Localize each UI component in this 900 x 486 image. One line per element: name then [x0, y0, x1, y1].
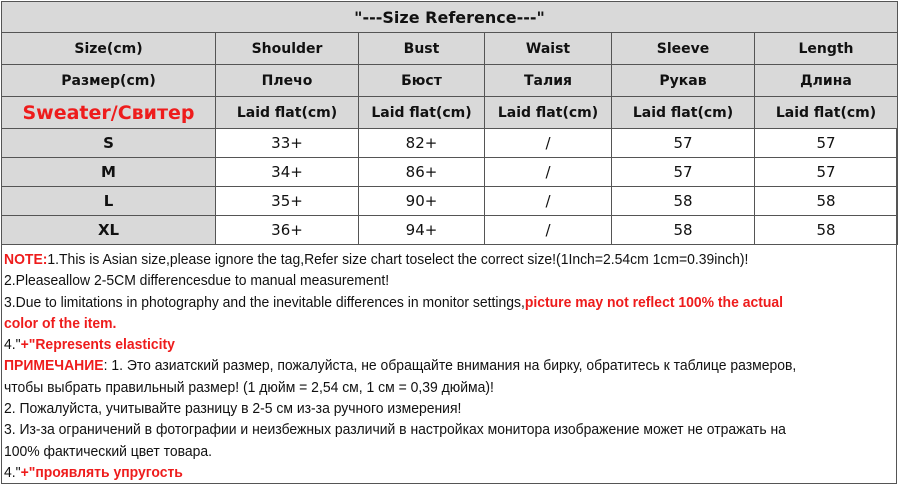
table-row: S 33+ 82+ / 57 57 — [1, 128, 898, 158]
table-cell: 57 — [754, 128, 898, 158]
note-line: 3. Из-за ограничений в фотографии и неиз… — [4, 421, 786, 439]
table-cell: 36+ — [215, 215, 359, 245]
note-line: 4."+"Represents elasticity — [4, 334, 832, 355]
note-highlight: +"проявлять упругость — [20, 463, 183, 481]
note-line: 2. Пожалуйста, учитывайте разницу в 2-5 … — [4, 400, 462, 418]
table-cell: 57 — [754, 157, 898, 187]
header-cell: Бюст — [358, 64, 485, 97]
table-cell: 33+ — [215, 128, 359, 158]
header-cell: Laid flat(cm) — [611, 96, 755, 129]
header-cell: Размер(cm) — [1, 64, 216, 97]
note-line: 2.Pleaseallow 2-5CM differencesdue to ma… — [4, 272, 390, 290]
table-cell: / — [484, 157, 612, 187]
table-row: XL 36+ 94+ / 58 58 — [1, 215, 898, 245]
note-highlight: picture may not reflect 100% the actual — [524, 293, 784, 311]
table-cell: 58 — [754, 215, 898, 245]
note-text: 4." — [4, 336, 21, 354]
table-cell: / — [484, 215, 612, 245]
table-cell: 57 — [611, 157, 755, 187]
notes-section: NOTE:1.This is Asian size,please ignore … — [4, 249, 894, 483]
table-row: M 34+ 86+ / 57 57 — [1, 157, 898, 187]
table-cell: / — [484, 186, 612, 216]
note-line: 4."+"проявлять упругость — [4, 462, 832, 483]
table-cell: 58 — [611, 186, 755, 216]
size-label: M — [1, 157, 216, 187]
note-line: color of the item. — [4, 313, 832, 334]
header-cell: Sleeve — [611, 32, 755, 65]
note-highlight: +"Represents elasticity — [20, 336, 175, 354]
note-line: NOTE:1.This is Asian size,please ignore … — [4, 249, 832, 270]
header-cell: Рукав — [611, 64, 755, 97]
table-title: "---Size Reference---" — [1, 1, 898, 33]
note-line: 3.Due to limitations in photography and … — [4, 292, 832, 313]
header-cell: Laid flat(cm) — [754, 96, 898, 129]
table-cell: / — [484, 128, 612, 158]
header-row-ru: Размер(cm) Плечо Бюст Талия Рукав Длина — [1, 64, 898, 97]
header-cell: Waist — [484, 32, 612, 65]
note-line: 100% фактический цвет товара. — [4, 442, 213, 460]
header-cell: Laid flat(cm) — [215, 96, 359, 129]
header-row-en: Size(cm) Shoulder Bust Waist Sleeve Leng… — [1, 32, 898, 65]
header-cell: Laid flat(cm) — [484, 96, 612, 129]
table-cell: 94+ — [358, 215, 485, 245]
table-cell: 34+ — [215, 157, 359, 187]
note-text: 3.Due to limitations in photography and … — [4, 293, 525, 311]
note-text: 4." — [4, 463, 21, 481]
table-cell: 57 — [611, 128, 755, 158]
note-highlight: color of the item. — [4, 314, 117, 332]
header-cell: Длина — [754, 64, 898, 97]
table-row: L 35+ 90+ / 58 58 — [1, 186, 898, 216]
note-text: : 1. Это азиатский размер, пожалуйста, н… — [103, 357, 797, 375]
header-cell: Плечо — [215, 64, 359, 97]
note-label-ru: ПРИМЕЧАНИЕ — [4, 357, 104, 375]
table-cell: 35+ — [215, 186, 359, 216]
header-cell: Laid flat(cm) — [358, 96, 485, 129]
product-type-label: Sweater/Свитер — [1, 96, 216, 129]
size-label: S — [1, 128, 216, 158]
header-cell: Талия — [484, 64, 612, 97]
note-line: чтобы выбрать правильный размер! (1 дюйм… — [4, 378, 494, 396]
table-cell: 58 — [754, 186, 898, 216]
table-cell: 86+ — [358, 157, 485, 187]
header-cell: Shoulder — [215, 32, 359, 65]
note-text: 1.This is Asian size,please ignore the t… — [47, 251, 749, 268]
header-cell: Bust — [358, 32, 485, 65]
table-cell: 90+ — [358, 186, 485, 216]
size-label: L — [1, 186, 216, 216]
size-label: XL — [1, 215, 216, 245]
size-table: "---Size Reference---" Size(cm) Shoulder… — [1, 1, 898, 245]
table-cell: 82+ — [358, 128, 485, 158]
header-row-method: Sweater/Свитер Laid flat(cm) Laid flat(c… — [1, 96, 898, 129]
header-cell: Size(cm) — [1, 32, 216, 65]
note-line: ПРИМЕЧАНИЕ: 1. Это азиатский размер, пож… — [4, 355, 832, 376]
header-cell: Length — [754, 32, 898, 65]
note-label: NOTE: — [4, 251, 48, 268]
table-cell: 58 — [611, 215, 755, 245]
